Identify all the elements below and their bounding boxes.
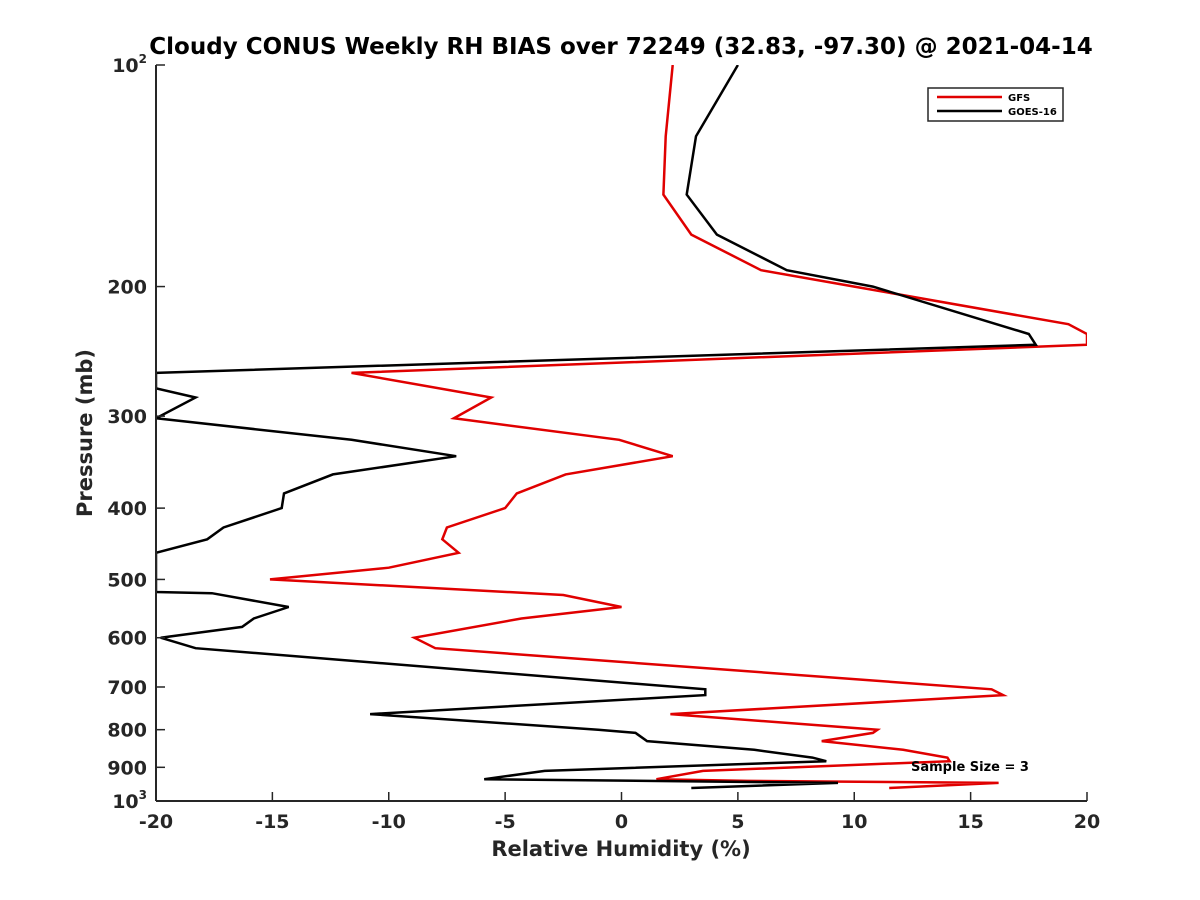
x-tick-label: -5 bbox=[495, 811, 516, 833]
x-ticks: -20 -15 -10 -5 0 5 10 15 20 bbox=[139, 792, 1100, 833]
y-tick-label: 103 bbox=[112, 788, 147, 813]
y-tick-label: 900 bbox=[107, 757, 147, 779]
y-axis-label: Pressure (mb) bbox=[73, 349, 97, 517]
y-tick-label: 102 bbox=[112, 52, 147, 77]
chart-title: Cloudy CONUS Weekly RH BIAS over 72249 (… bbox=[149, 34, 1092, 60]
y-tick-label: 400 bbox=[107, 498, 147, 520]
series-line-goes-16 bbox=[156, 65, 1039, 790]
x-tick-label: 20 bbox=[1074, 811, 1100, 833]
legend: GFS GOES-16 bbox=[927, 87, 1064, 122]
y-tick-label: 600 bbox=[107, 628, 147, 650]
legend-box bbox=[927, 87, 1064, 122]
y-tick-label: 500 bbox=[107, 569, 147, 591]
legend-label-gfs: GFS bbox=[1008, 93, 1030, 104]
y-tick-label: 700 bbox=[107, 677, 147, 699]
x-tick-label: 10 bbox=[841, 811, 867, 833]
x-tick-label: 0 bbox=[615, 811, 628, 833]
legend-label-goes-16: GOES-16 bbox=[1008, 107, 1057, 118]
x-tick-label: -15 bbox=[255, 811, 289, 833]
x-axis-label: Relative Humidity (%) bbox=[491, 837, 750, 861]
x-tick-label: 15 bbox=[957, 811, 983, 833]
y-tick-label: 300 bbox=[107, 406, 147, 428]
series-layer bbox=[156, 65, 1087, 790]
y-tick-label: 800 bbox=[107, 720, 147, 742]
sample-size-annotation: Sample Size = 3 bbox=[911, 760, 1029, 775]
x-tick-label: -20 bbox=[139, 811, 173, 833]
y-tick-label: 200 bbox=[107, 277, 147, 299]
x-tick-label: 5 bbox=[731, 811, 744, 833]
x-tick-label: -10 bbox=[372, 811, 406, 833]
y-ticks: 102 200 300 400 500 600 700 800 900 103 bbox=[107, 52, 165, 813]
series-line-gfs bbox=[269, 65, 1087, 790]
